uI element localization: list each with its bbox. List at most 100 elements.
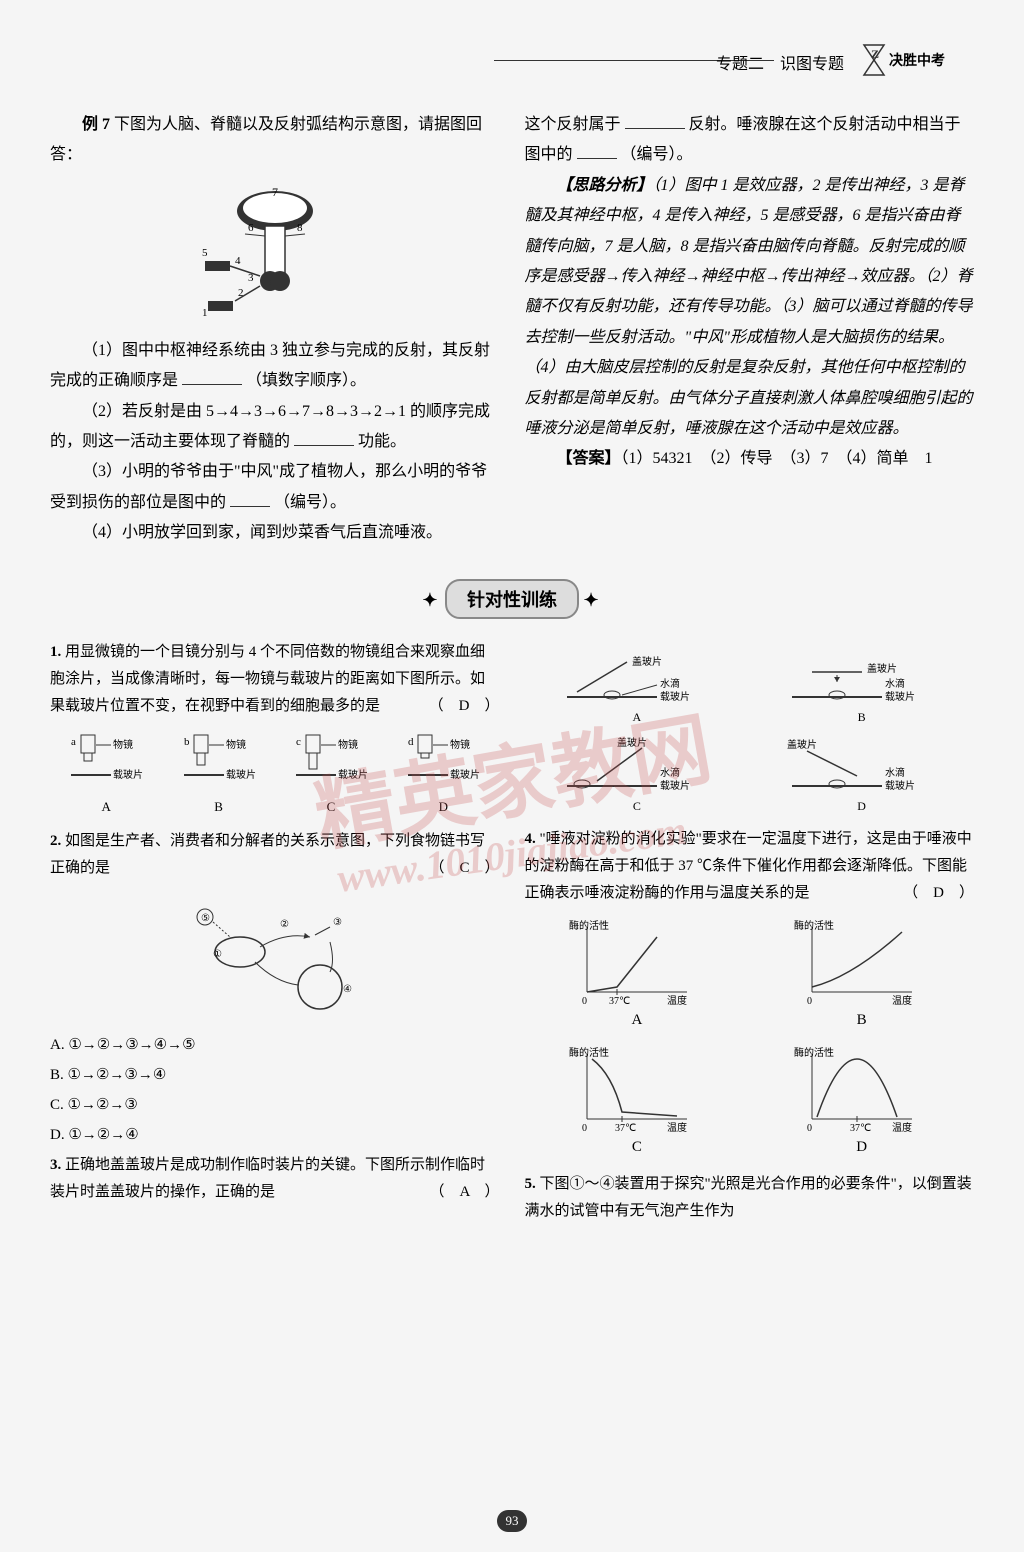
q1-opt-c: c 物镜 载玻片 C	[286, 730, 376, 818]
q2-answer: （ C ）	[429, 855, 499, 882]
svg-text:4: 4	[235, 255, 241, 267]
svg-text:载玻片: 载玻片	[450, 768, 480, 781]
q3-opt-d: 盖玻片 水滴 载玻片 D	[762, 736, 962, 818]
svg-text:0: 0	[807, 1123, 812, 1134]
analysis-label: 【思路分析】	[557, 177, 653, 194]
svg-text:物镜: 物镜	[338, 738, 358, 751]
svg-text:酶的活性: 酶的活性	[569, 1046, 609, 1059]
svg-text:载玻片: 载玻片	[113, 768, 143, 781]
svg-text:0: 0	[807, 996, 812, 1007]
svg-text:载玻片: 载玻片	[885, 690, 915, 703]
q4-opt-a: 酶的活性 0 37℃ 温度 A	[547, 917, 727, 1034]
q1-opt-a: a 物镜 载玻片 A	[61, 730, 151, 818]
svg-text:盖玻片: 盖玻片	[632, 655, 662, 668]
right-cont: 这个反射属于 反射。唾液腺在这个反射活动中相当于图中的 （编号）。	[525, 110, 975, 171]
svg-text:1: 1	[202, 307, 208, 319]
svg-text:3: 3	[248, 272, 254, 284]
q3-answer: （ A ）	[429, 1179, 499, 1206]
q1-options: a 物镜 载玻片 A b 物镜 载玻片	[50, 730, 500, 818]
q3-text: 正确地盖盖玻片是成功制作临时装片的关键。下图所示制作临时装片时盖盖玻片的操作，正…	[50, 1157, 485, 1200]
topic-label: 专题二 识图专题	[716, 50, 844, 74]
analysis: 【思路分析】（1）图中 1 是效应器，2 是传出神经，3 是脊髓及其神经中枢，4…	[525, 171, 975, 445]
svg-text:温度: 温度	[667, 1121, 687, 1134]
svg-text:37℃: 37℃	[850, 1123, 871, 1134]
svg-text:载玻片: 载玻片	[338, 768, 368, 781]
svg-text:b: b	[184, 736, 190, 748]
svg-text:酶的活性: 酶的活性	[569, 919, 609, 932]
svg-text:物镜: 物镜	[113, 738, 133, 751]
svg-text:0: 0	[582, 996, 587, 1007]
q1-answer: （ D ）	[429, 693, 500, 720]
q1-opt-b: b 物镜 载玻片 B	[174, 730, 264, 818]
svg-text:酶的活性: 酶的活性	[794, 1046, 834, 1059]
svg-text:水滴: 水滴	[660, 766, 680, 779]
q4: 4. "唾液对淀粉的消化实验"要求在一定温度下进行，这是由于唾液中的淀粉酶在高于…	[525, 826, 975, 907]
svg-text:④: ④	[343, 984, 352, 995]
blank-4	[625, 111, 685, 129]
svg-text:Z: Z	[871, 47, 879, 61]
page-number: 93	[497, 1510, 527, 1532]
training-header: ✦ 针对性训练 ✦	[50, 579, 974, 619]
q4-row2: 酶的活性 0 37℃ 温度 C 酶的活性 0 37℃ 温度	[525, 1044, 975, 1161]
blank-5	[577, 141, 617, 159]
q1-num: 1.	[50, 644, 61, 660]
example-content: 例 7 下图为人脑、脊髓以及反射弧结构示意图，请据图回答： 7 6 8 5 4 …	[50, 110, 974, 549]
q2: 2. 如图是生产者、消费者和分解者的关系示意图，下列食物链书写正确的是 （ C …	[50, 828, 500, 882]
q2-text: （2）若反射是由 5→4→3→6→7→8→3→2→1 的顺序完成的，则这一活动主…	[50, 397, 500, 458]
reflex-arc-svg: 7 6 8 5 4 3 2 1	[200, 186, 350, 321]
q2-optb: B. ①→②→③→④	[50, 1062, 500, 1089]
svg-text:盖玻片: 盖玻片	[617, 736, 647, 749]
exam-badge: Z 决胜中考	[854, 35, 954, 85]
svg-text:d: d	[408, 736, 414, 748]
svg-text:37℃: 37℃	[609, 996, 630, 1007]
q1-opt-d: d 物镜 载玻片 D	[398, 730, 488, 818]
q2-optc: C. ①→②→③	[50, 1092, 500, 1119]
svg-text:37℃: 37℃	[615, 1123, 636, 1134]
q1: 1. 用显微镜的一个目镜分别与 4 个不同倍数的物镜组合来观察血细胞涂片，当成像…	[50, 639, 500, 720]
q-left-column: 1. 用显微镜的一个目镜分别与 4 个不同倍数的物镜组合来观察血细胞涂片，当成像…	[50, 639, 500, 1225]
q4-row1: 酶的活性 0 37℃ 温度 A 酶的活性 0 温度 B	[525, 917, 975, 1034]
q3-row2: 盖玻片 水滴 载玻片 C 盖玻片 水滴 载玻片 D	[525, 736, 975, 818]
svg-text:温度: 温度	[667, 994, 687, 1007]
svg-text:物镜: 物镜	[450, 738, 470, 751]
q1-text: 用显微镜的一个目镜分别与 4 个不同倍数的物镜组合来观察血细胞涂片，当成像清晰时…	[50, 644, 485, 714]
q3: 3. 正确地盖盖玻片是成功制作临时装片的关键。下图所示制作临时装片时盖盖玻片的操…	[50, 1152, 500, 1206]
svg-text:载玻片: 载玻片	[226, 768, 256, 781]
q4-num: 4.	[525, 831, 536, 847]
blank-2	[294, 428, 354, 446]
svg-text:载玻片: 载玻片	[660, 779, 690, 792]
example-number: 例 7	[82, 116, 110, 133]
analysis-text: （1）图中 1 是效应器，2 是传出神经，3 是脊髓及其神经中枢，4 是传入神经…	[525, 177, 973, 437]
q3-opt-b: 盖玻片 水滴 载玻片 B	[762, 647, 962, 729]
answer-label: 【答案】	[557, 450, 621, 467]
q1-text: （1）图中中枢神经系统由 3 独立参与完成的反射，其反射完成的正确顺序是 （填数…	[50, 336, 500, 397]
q4-opt-d: 酶的活性 0 37℃ 温度 D	[772, 1044, 952, 1161]
q4-opt-c: 酶的活性 0 37℃ 温度 C	[547, 1044, 727, 1161]
svg-text:8: 8	[297, 222, 303, 234]
svg-text:盖玻片: 盖玻片	[787, 738, 817, 751]
q3-text: （3）小明的爷爷由于"中风"成了植物人，那么小明的爷爷受到损伤的部位是图中的 （…	[50, 457, 500, 518]
q2-num: 2.	[50, 833, 61, 849]
blank-3	[230, 489, 270, 507]
svg-text:③: ③	[333, 917, 342, 928]
svg-text:6: 6	[248, 222, 254, 234]
q3-row1: 盖玻片 水滴 载玻片 A 盖玻片 水滴 载玻片 B	[525, 647, 975, 729]
svg-text:温度: 温度	[892, 1121, 912, 1134]
svg-text:盖玻片: 盖玻片	[867, 662, 897, 675]
q3-opt-a: 盖玻片 水滴 载玻片 A	[537, 647, 737, 729]
q4-text: （4）小明放学回到家，闻到炒菜香气后直流唾液。	[50, 518, 500, 548]
q5-text: 下图①～④装置用于探究"光照是光合作用的必要条件"，以倒置装满水的试管中有无气泡…	[525, 1176, 972, 1219]
svg-text:c: c	[296, 736, 301, 748]
q5: 5. 下图①～④装置用于探究"光照是光合作用的必要条件"，以倒置装满水的试管中有…	[525, 1171, 975, 1225]
example-intro-text: 下图为人脑、脊髓以及反射弧结构示意图，请据图回答：	[50, 116, 482, 163]
q2-opta: A. ①→②→③→④→⑤	[50, 1032, 500, 1059]
svg-text:7: 7	[272, 186, 278, 199]
training-badge: 针对性训练	[445, 579, 579, 619]
svg-text:5: 5	[202, 247, 208, 259]
svg-text:水滴: 水滴	[885, 766, 905, 779]
q3-num: 3.	[50, 1157, 61, 1173]
q5-num: 5.	[525, 1176, 536, 1192]
svg-text:酶的活性: 酶的活性	[794, 919, 834, 932]
brain-spine-diagram: 7 6 8 5 4 3 2 1	[50, 186, 500, 321]
svg-text:①: ①	[213, 949, 222, 960]
